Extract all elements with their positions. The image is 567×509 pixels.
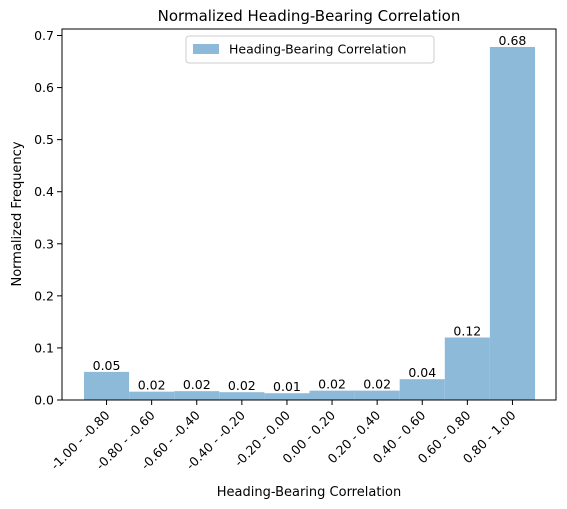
axes-frame xyxy=(61,28,557,401)
chart-title: Normalized Heading-Bearing Correlation xyxy=(158,7,461,25)
y-axis-title: Normalized Frequency xyxy=(10,141,25,286)
legend-swatch xyxy=(193,44,219,54)
bar xyxy=(174,391,220,400)
x-axis-title: Heading-Bearing Correlation xyxy=(217,485,401,500)
bar-value-label: 0.05 xyxy=(93,358,121,373)
y-tick-label: 0.1 xyxy=(34,340,54,355)
bar xyxy=(219,392,265,400)
bar-labels: 0.05 0.02 0.02 0.02 0.01 0.02 0.02 0.04 0.12 0.68 xyxy=(93,33,527,394)
bar xyxy=(444,337,490,400)
bar-value-label: 0.02 xyxy=(228,378,256,393)
bar xyxy=(84,371,130,400)
bar xyxy=(264,393,310,400)
legend: Heading-Bearing Correlation xyxy=(185,35,435,64)
x-axis-ticks: -1.00 - -0.80-0.80 - -0.60-0.60 - -0.40-… xyxy=(48,400,519,473)
y-tick-label: 0.6 xyxy=(34,80,54,95)
y-axis-ticks: 0.0 0.1 0.2 0.3 0.4 0.5 0.6 0.7 xyxy=(34,28,62,408)
y-tick-label: 0.3 xyxy=(34,236,54,251)
bar xyxy=(399,379,445,400)
bar-value-label: 0.68 xyxy=(499,33,527,48)
bar xyxy=(354,390,400,400)
bar xyxy=(489,46,535,400)
bar-value-label: 0.04 xyxy=(408,365,436,380)
bar-value-label: 0.02 xyxy=(183,377,211,392)
bar xyxy=(129,391,175,400)
bar-value-label: 0.02 xyxy=(363,377,391,392)
y-tick-label: 0.2 xyxy=(34,288,54,303)
bar-value-label: 0.02 xyxy=(318,377,346,392)
bar-value-label: 0.01 xyxy=(273,379,301,394)
bar-value-label: 0.12 xyxy=(453,324,481,339)
y-tick-label: 0.7 xyxy=(34,28,54,43)
bars xyxy=(84,46,535,400)
bar-value-label: 0.02 xyxy=(138,378,166,393)
plot-area: 0.05 0.02 0.02 0.02 0.01 0.02 0.02 0.04 0.12 0.68… xyxy=(34,28,557,473)
y-tick-label: 0.0 xyxy=(34,393,54,408)
legend-label: Heading-Bearing Correlation xyxy=(229,42,406,57)
bar xyxy=(309,390,355,400)
legend-box xyxy=(185,35,435,64)
y-tick-label: 0.5 xyxy=(34,132,54,147)
y-tick-label: 0.4 xyxy=(34,184,54,199)
